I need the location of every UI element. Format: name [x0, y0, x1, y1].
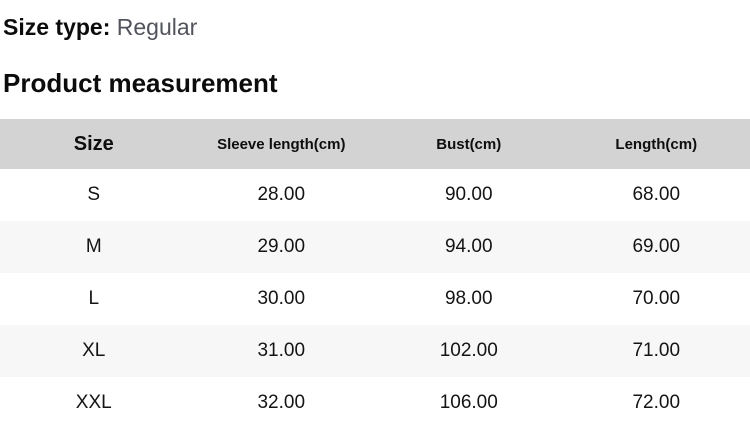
size-measurement-table: Size Sleeve length(cm) Bust(cm) Length(c… — [0, 119, 750, 429]
sleeve-length-cell: 30.00 — [257, 288, 306, 309]
bust-cell: 90.00 — [444, 184, 493, 205]
column-header-size: Size — [73, 132, 114, 155]
sleeve-length-cell: 29.00 — [257, 236, 306, 257]
size-cell: M — [85, 236, 102, 257]
length-cell: 70.00 — [632, 288, 681, 309]
size-cell: XL — [82, 340, 106, 361]
sleeve-length-cell: 32.00 — [257, 392, 306, 413]
table-row-xl: XL 31.00 102.00 71.00 — [0, 325, 750, 377]
size-type-value: Regular — [116, 14, 198, 40]
table-header-row: Size Sleeve length(cm) Bust(cm) Length(c… — [0, 119, 750, 169]
size-type-label: Size type: — [3, 14, 111, 40]
table-row-m: M 29.00 94.00 69.00 — [0, 221, 750, 273]
size-type-line: Size type: Regular — [0, 0, 750, 41]
bust-cell: 94.00 — [444, 236, 493, 257]
length-cell: 72.00 — [632, 392, 681, 413]
size-cell: XXL — [75, 392, 112, 413]
column-header-bust: Bust(cm) — [436, 135, 502, 153]
bust-cell: 102.00 — [439, 340, 498, 361]
sleeve-length-cell: 31.00 — [257, 340, 306, 361]
length-cell: 69.00 — [632, 236, 681, 257]
column-header-length: Length(cm) — [615, 135, 698, 153]
length-cell: 68.00 — [632, 184, 681, 205]
table-row-l: L 30.00 98.00 70.00 — [0, 273, 750, 325]
size-cell: L — [88, 288, 100, 309]
length-cell: 71.00 — [632, 340, 681, 361]
table-row-xxl: XXL 32.00 106.00 72.00 — [0, 377, 750, 429]
size-cell: S — [87, 184, 101, 205]
section-title: Product measurement — [3, 68, 278, 98]
table-row-s: S 28.00 90.00 68.00 — [0, 169, 750, 221]
column-header-sleeve-length: Sleeve length(cm) — [217, 135, 346, 153]
table-body: S 28.00 90.00 68.00 M 29.00 94.00 69.00 … — [0, 169, 750, 429]
bust-cell: 106.00 — [439, 392, 498, 413]
sleeve-length-cell: 28.00 — [257, 184, 306, 205]
bust-cell: 98.00 — [444, 288, 493, 309]
